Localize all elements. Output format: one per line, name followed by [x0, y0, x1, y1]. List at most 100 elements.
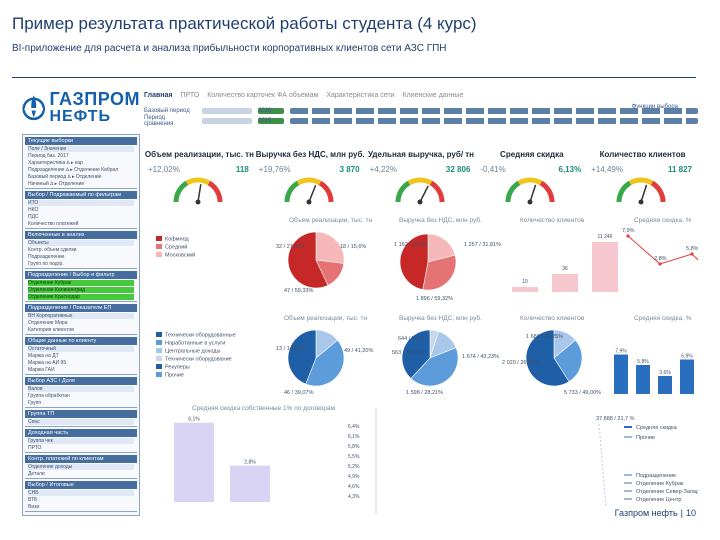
- filter-item[interactable]: Подразделение ∆ ▸ Отделение Кабрал: [28, 167, 119, 173]
- filter-item[interactable]: Маржа на АИ 95: [28, 360, 67, 366]
- filter-section-header[interactable]: Текущие выборки: [25, 137, 137, 145]
- filter-item[interactable]: Остаточный: [28, 346, 134, 352]
- kpi-change: +12,02%: [148, 165, 180, 174]
- filter-section-header[interactable]: Контр. платежей по клиентам: [25, 455, 137, 463]
- gauge-arc: [395, 180, 411, 203]
- filter-section: Общие данные по клиенту Остаточный Маржа н…: [25, 337, 137, 375]
- legend-swatch: [624, 490, 632, 492]
- tab-cards[interactable]: Количество карточек ФА объемам: [207, 92, 319, 99]
- filter-item[interactable]: Отделение Мира: [28, 320, 68, 326]
- period-label: Период сравнения: [144, 115, 174, 127]
- period-slider[interactable]: [202, 108, 252, 114]
- legend-swatch: [156, 364, 162, 369]
- filter-item[interactable]: Валов: [28, 386, 134, 392]
- filter-section-header[interactable]: Включенные в анализ: [25, 231, 137, 239]
- filter-item[interactable]: Период баз. 2017: [28, 153, 69, 159]
- panel-title: Объем реализации, тыс. тн: [284, 314, 367, 322]
- filter-item[interactable]: Отделение доходы: [28, 464, 134, 470]
- gauge-hub: [638, 199, 644, 205]
- filter-item[interactable]: Объекты: [28, 240, 134, 246]
- kpi-card: Выручка без НДС, млн руб. +19,76% 3 870: [255, 150, 366, 210]
- filter-item[interactable]: Сенс: [28, 419, 134, 425]
- filter-item[interactable]: Базовый период ∆ ▸ Отделение: [28, 174, 102, 180]
- gauge-hub: [417, 199, 423, 205]
- tab-main[interactable]: Главная: [144, 92, 173, 99]
- filter-item[interactable]: Визи: [28, 504, 40, 510]
- filter-item[interactable]: Характеристика ∆ ▸ кар: [28, 160, 83, 166]
- filter-item[interactable]: Маржа ГАИ: [28, 367, 55, 373]
- filter-item[interactable]: Групп: [28, 400, 42, 406]
- filter-section: Выбор АЗС / Доля Валов Группа обработан Гру…: [25, 377, 137, 408]
- axis-tick: 4,9%: [348, 474, 360, 480]
- trend-line: [598, 423, 607, 509]
- filter-item[interactable]: Групп по подгр.: [28, 261, 64, 267]
- axis-tick: 6,1%: [348, 434, 360, 440]
- panel-title: Объем реализации, тыс. тн: [289, 216, 372, 224]
- filter-item[interactable]: Маржа на ДТ: [28, 353, 59, 359]
- period-year[interactable]: 2015: [258, 118, 284, 124]
- pie-slice: [410, 347, 459, 387]
- filter-item[interactable]: СНБ: [28, 490, 134, 496]
- kpi-value: 6,13%: [558, 165, 582, 174]
- legend-item: Прочие: [636, 435, 655, 441]
- pie-slice: [287, 329, 317, 385]
- filter-item[interactable]: Подразделение: [28, 254, 65, 260]
- tab-network[interactable]: Характеристика сети: [326, 92, 395, 99]
- nav-tabs: Главная ПРТО Количество карточек ФА объе…: [144, 92, 463, 99]
- filter-item[interactable]: Группа обработан: [28, 393, 70, 399]
- filter-item[interactable]: Контр. объем сделки: [28, 247, 77, 253]
- kpi-gauge: [395, 177, 445, 205]
- filter-item[interactable]: ВН Корпоративных: [28, 313, 134, 319]
- filter-item[interactable]: ИТО: [28, 200, 134, 206]
- filter-item-selected[interactable]: Отделение Калининград: [28, 287, 134, 293]
- selection-functions-link[interactable]: Функции выбора: [631, 104, 678, 110]
- filter-item-selected[interactable]: Отделение Краснодар: [28, 294, 134, 300]
- tab-clients[interactable]: Клиенские данные: [402, 92, 464, 99]
- filter-section-header[interactable]: Подразделение / Показатели ЕП: [25, 304, 137, 312]
- filter-section-header[interactable]: Выбор / Итоговые: [25, 481, 137, 489]
- filter-item[interactable]: Поле / Значение: [28, 146, 134, 152]
- period-filters[interactable]: [290, 108, 698, 114]
- pie-label: 47 / 59,33%: [284, 288, 313, 294]
- pie-slice: [401, 329, 431, 379]
- period-label: Базовый период: [144, 108, 190, 114]
- filter-item[interactable]: ВТБ: [28, 497, 38, 503]
- legend-item: Прочие: [165, 373, 184, 379]
- period-slider[interactable]: [202, 118, 252, 124]
- line-point: [690, 252, 694, 256]
- slide-subtitle: BI-приложение для расчета и анализа приб…: [12, 43, 447, 54]
- filter-item[interactable]: Группа чек: [28, 438, 134, 444]
- kpi-title: Выручка без НДС, млн руб.: [255, 150, 365, 159]
- filter-item[interactable]: Детали: [28, 471, 45, 477]
- filter-section-header[interactable]: Доходная часть: [25, 429, 137, 437]
- filter-section-header[interactable]: Общие данные по клиенту: [25, 337, 137, 345]
- filter-item[interactable]: Начиный ∆ ▸ Отделение: [28, 181, 85, 187]
- filter-item[interactable]: Категория клиентов: [28, 327, 74, 333]
- gauge-arc: [505, 180, 521, 203]
- kpi-card: Количество клиентов +14,49% 11 827: [587, 150, 698, 210]
- filter-section-header[interactable]: Подразделение / Выбор и фильтр: [25, 271, 137, 279]
- filter-item[interactable]: ПДС: [28, 214, 39, 220]
- filter-item[interactable]: Количество платежей: [28, 221, 79, 227]
- filter-section-header[interactable]: Группа ТП: [25, 410, 137, 418]
- filter-item[interactable]: ПРТО: [28, 445, 42, 451]
- gauge-arc: [207, 180, 223, 203]
- filter-section-header[interactable]: Выбор АЗС / Доля: [25, 377, 137, 385]
- filter-section-header[interactable]: Выбор / Подражаемый по фильтрам: [25, 191, 137, 199]
- period-filters[interactable]: [290, 118, 698, 124]
- legend-item: Отделение Север-Запад: [636, 489, 698, 495]
- period-year[interactable]: 2016: [258, 108, 284, 114]
- footer: Газпром нефть | 10: [614, 508, 696, 518]
- bar-label: 3,6%: [659, 370, 671, 376]
- legend-item: Рекуперы: [165, 365, 190, 371]
- tab-prto[interactable]: ПРТО: [180, 92, 200, 99]
- kpi-change: +4,22%: [369, 165, 397, 174]
- filter-item[interactable]: НКО: [28, 207, 39, 213]
- gauge-arc: [318, 180, 334, 203]
- axis-tick: 5,8%: [348, 444, 360, 450]
- filter-item-selected[interactable]: Отделение Кубрак: [28, 280, 134, 286]
- kpi-card: Удельная выручка, руб/ тн +4,22% 32 806: [366, 150, 477, 210]
- chart-bar: [174, 422, 214, 502]
- gauge-hub: [195, 199, 201, 205]
- kpi-strip: Объем реализации, тыс. тн +12,02% 118 Выруч…: [144, 150, 698, 210]
